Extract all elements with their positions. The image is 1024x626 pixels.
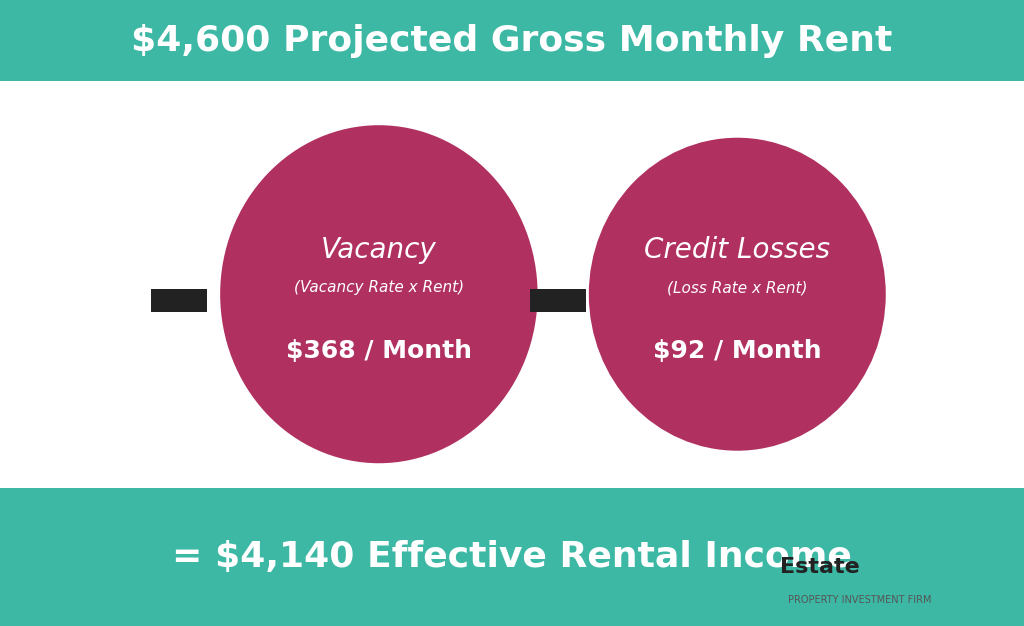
FancyBboxPatch shape [0,488,1024,626]
FancyBboxPatch shape [530,289,587,312]
Text: (Loss Rate x Rent): (Loss Rate x Rent) [667,280,808,295]
Text: (Vacancy Rate x Rent): (Vacancy Rate x Rent) [294,280,464,295]
Text: PROPERTY INVESTMENT FIRM: PROPERTY INVESTMENT FIRM [788,595,932,605]
FancyBboxPatch shape [0,0,1024,81]
Text: = $4,140 Effective Rental Income: = $4,140 Effective Rental Income [172,540,852,574]
Text: Gather: Gather [860,557,946,577]
Text: $368 / Month: $368 / Month [286,339,472,362]
Text: Vacancy: Vacancy [321,237,437,264]
Text: $4,600 Projected Gross Monthly Rent: $4,600 Projected Gross Monthly Rent [131,24,893,58]
Ellipse shape [589,138,886,451]
FancyBboxPatch shape [152,289,207,312]
Ellipse shape [220,125,538,463]
Text: $92 / Month: $92 / Month [653,339,821,362]
Text: Estate: Estate [780,557,860,577]
Text: Credit Losses: Credit Losses [644,237,830,264]
